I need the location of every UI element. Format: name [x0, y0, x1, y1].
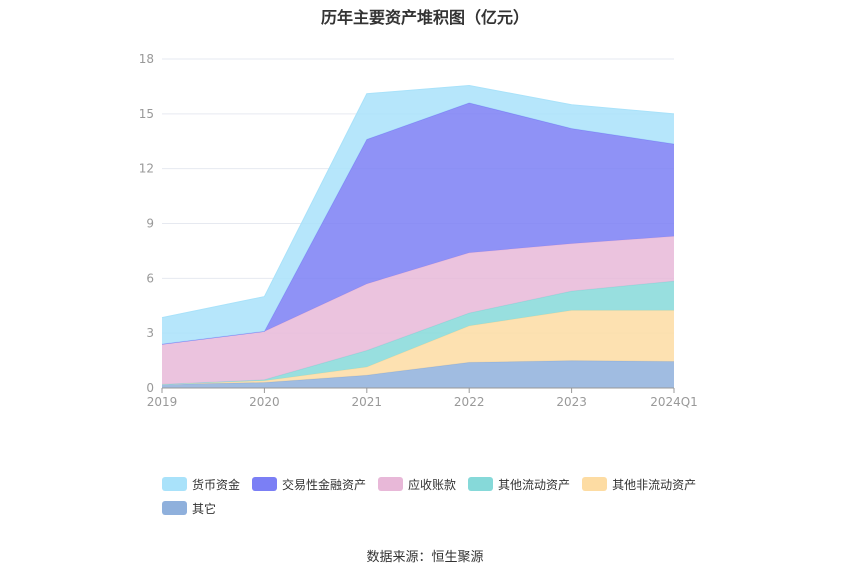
- x-tick-label: 2024Q1: [650, 395, 698, 409]
- legend-label: 其他流动资产: [498, 477, 571, 492]
- area-series-line-4: [161, 102, 675, 345]
- legend-item[interactable]: 其他流动资产: [468, 472, 570, 496]
- x-tick-label: 2019: [147, 395, 178, 409]
- x-tick-label: 2023: [556, 395, 587, 409]
- legend-label: 其它: [192, 501, 217, 516]
- x-tick-label: 2020: [249, 395, 280, 409]
- legend-label: 其他非流动资产: [612, 477, 697, 492]
- y-tick-label: 6: [146, 271, 154, 285]
- legend-swatch: [162, 477, 187, 491]
- legend-item[interactable]: 交易性金融资产: [252, 472, 366, 496]
- legend: 货币资金 交易性金融资产 应收账款 其他流动资产 其他非流动资产其它: [162, 472, 722, 520]
- x-tick-label: 2022: [454, 395, 485, 409]
- source-note: 数据来源：恒生聚源: [366, 550, 484, 565]
- chart-title: 历年主要资产堆积图（亿元）: [320, 8, 529, 27]
- y-tick-label: 0: [146, 381, 154, 395]
- area-series-3: [162, 236, 674, 385]
- stacked-area-chart: 0 3 6 9 12 15 18 2019 2020 2021 2022 2023 2024Q1: [139, 52, 698, 409]
- y-tick-label: 12: [139, 162, 154, 176]
- legend-item[interactable]: 其他非流动资产: [582, 472, 696, 496]
- area-series-1: [162, 310, 674, 385]
- x-tick-label: 2021: [352, 395, 383, 409]
- legend-swatch: [162, 501, 187, 515]
- area-series-line-5: [161, 84, 675, 319]
- y-tick-label: 3: [146, 326, 154, 340]
- legend-item[interactable]: 应收账款: [378, 472, 456, 496]
- legend-label: 货币资金: [192, 477, 241, 492]
- legend-swatch: [252, 477, 278, 491]
- area-series-2: [162, 281, 674, 385]
- legend-swatch: [582, 477, 608, 491]
- legend-label: 交易性金融资产: [282, 477, 367, 492]
- y-tick-label: 9: [146, 217, 154, 231]
- y-tick-label: 15: [139, 107, 154, 121]
- y-tick-label: 18: [139, 52, 154, 66]
- area-series-5: [162, 85, 674, 345]
- legend-label: 应收账款: [408, 477, 457, 492]
- legend-swatch: [468, 477, 494, 491]
- legend-item[interactable]: 货币资金: [162, 472, 240, 496]
- legend-item[interactable]: 其它: [162, 496, 216, 520]
- legend-swatch: [378, 477, 404, 491]
